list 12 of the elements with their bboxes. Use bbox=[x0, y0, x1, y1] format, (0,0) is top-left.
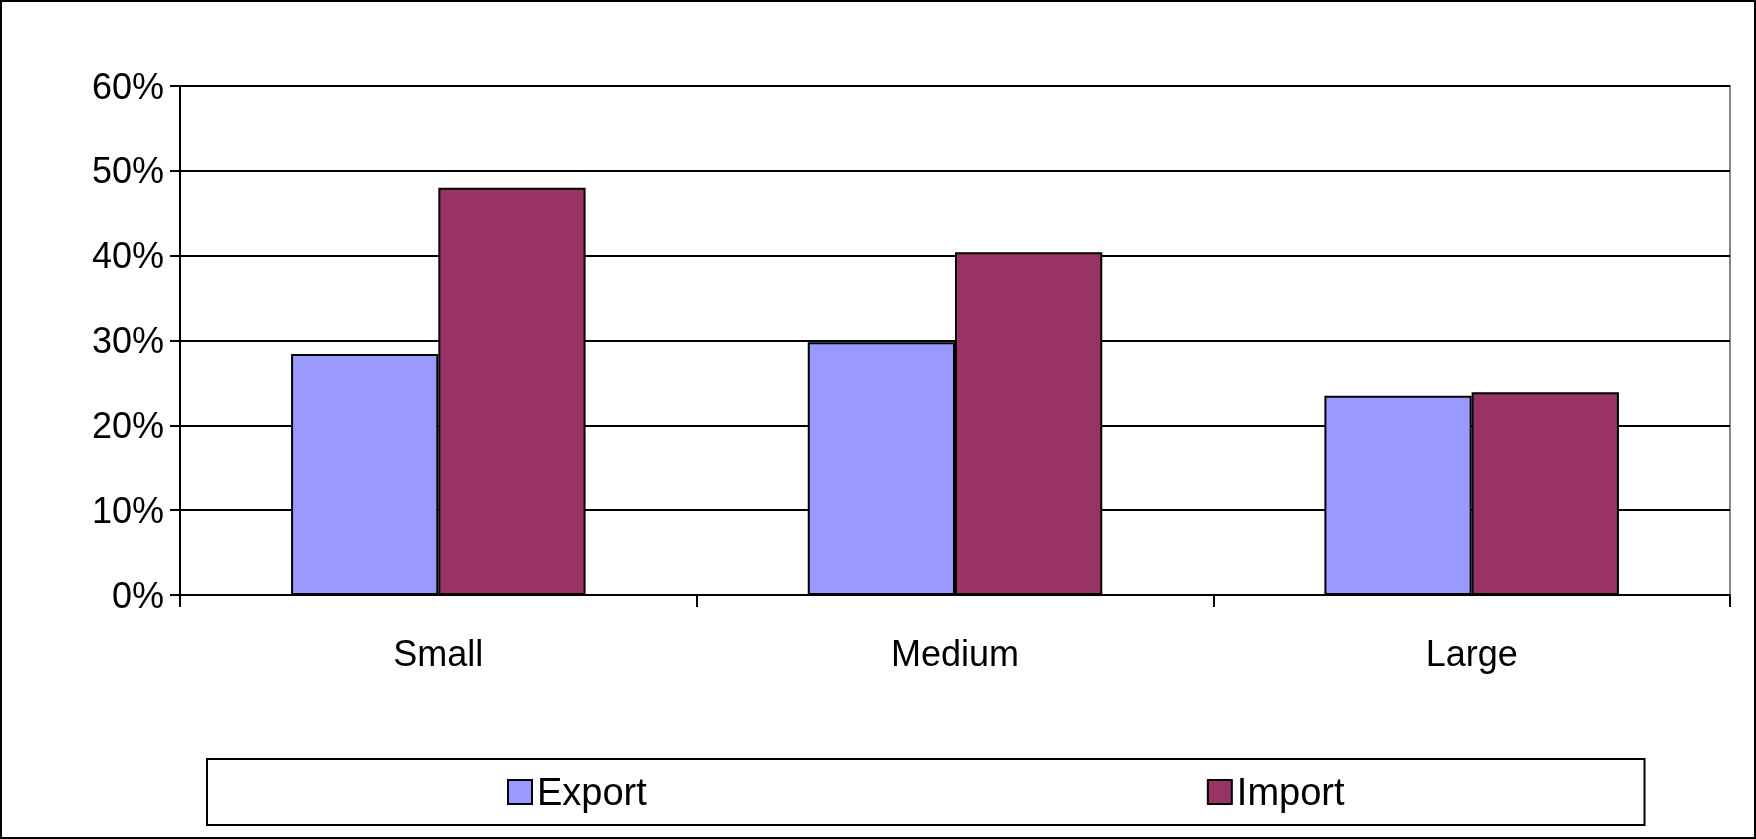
y-tick-label: 0% bbox=[111, 574, 164, 616]
y-tick-label: 20% bbox=[91, 404, 164, 446]
y-tick-label: 30% bbox=[91, 320, 164, 361]
y-tick-label: 40% bbox=[91, 235, 164, 277]
legend-label: Export bbox=[537, 771, 648, 813]
y-tick-label: 50% bbox=[91, 150, 164, 192]
x-tick-label: Medium bbox=[890, 632, 1020, 674]
y-tick-label: 60% bbox=[91, 65, 164, 107]
legend-label: Import bbox=[1236, 771, 1345, 813]
x-tick-label: Small bbox=[393, 632, 484, 674]
x-tick-label: Large bbox=[1425, 632, 1518, 674]
y-tick-label: 10% bbox=[91, 489, 164, 531]
